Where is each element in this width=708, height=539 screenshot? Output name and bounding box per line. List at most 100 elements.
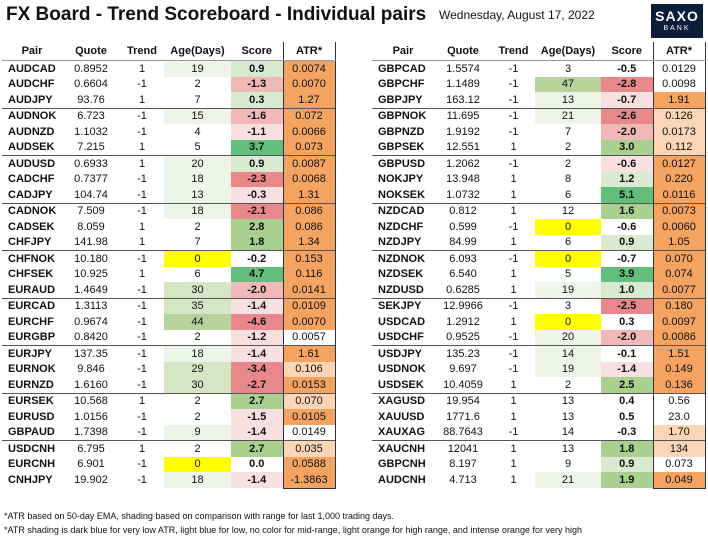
atr-cell: 0.149	[652, 361, 706, 377]
score-cell: 0.9	[601, 234, 653, 251]
score-cell: -2.0	[231, 282, 283, 298]
pair-cell: GBPNZD	[378, 125, 425, 138]
column-header-trend: Trend	[120, 42, 164, 61]
trend-cell: -1	[492, 345, 535, 362]
trend-cell: 1	[492, 392, 535, 409]
atr-cell: 0.0109	[282, 297, 336, 314]
score-cell: 0.9	[231, 60, 283, 77]
atr-cell: 0.126	[652, 107, 706, 124]
pair-cell: GBPCNH	[378, 458, 426, 471]
quote-cell: 141.98	[74, 236, 108, 249]
score-cell: -0.2	[231, 250, 283, 267]
age-cell: 30	[164, 377, 231, 393]
age-cell: 19	[535, 282, 601, 298]
atr-cell: 0.073	[282, 139, 336, 156]
age-cell: 2	[194, 78, 201, 91]
page-title: FX Board - Trend Scoreboard - Individual…	[6, 4, 427, 25]
trend-cell: 1	[510, 268, 517, 281]
pair-cell: EURAUD	[8, 283, 56, 296]
pair-cell: NZDCHF	[378, 220, 424, 233]
quote-cell: 19.902	[74, 474, 108, 486]
pair-cell: USDNOK	[378, 363, 426, 376]
age-cell: 4	[194, 125, 201, 138]
atr-cell: 0.112	[652, 139, 706, 156]
column-header-pair: Pair	[2, 42, 62, 61]
score-cell: -1.2	[231, 329, 283, 346]
table-row: USDNOK 9.697 -1 19 -1.4 0.149	[372, 361, 706, 377]
pair-cell: NOKSEK	[378, 188, 426, 201]
quote-cell: 1.0732	[446, 188, 480, 201]
score-cell: -0.5	[617, 62, 637, 75]
pair-cell: NZDNOK	[372, 250, 434, 267]
age-cell: 13	[535, 440, 601, 457]
pair-cell: AUDCHF	[8, 78, 55, 91]
trend-cell: -1	[137, 474, 147, 486]
pair-cell: NZDJPY	[378, 236, 422, 249]
pair-cell: GBPSEK	[378, 141, 425, 154]
trend-cell: -1	[508, 78, 519, 91]
age-cell: 14	[535, 345, 601, 362]
quote-cell: 93.76	[77, 93, 105, 106]
score-cell: -1.4	[601, 361, 653, 377]
table-row: SEKJPY 12.9966 -1 3 -2.5 0.180	[372, 297, 706, 314]
trend-cell: -1	[137, 458, 147, 471]
score-cell: -1.5	[231, 409, 283, 425]
atr-cell: 1.27	[282, 92, 336, 108]
trend-cell: 1	[138, 236, 146, 249]
column-header-trend: Trend	[492, 42, 535, 61]
quote-cell: 6.795	[62, 440, 120, 457]
trend-cell: -1	[137, 188, 147, 201]
table-row: CADNOK 7.509 -1 18 -2.1 0.086	[2, 202, 336, 219]
trend-cell: -1	[137, 283, 147, 296]
atr-cell: 0.180	[652, 297, 706, 314]
quote-cell: 19.954	[434, 392, 492, 409]
quote-cell: 1.9192	[446, 125, 480, 138]
trend-cell: -1	[508, 363, 519, 376]
column-header-quote: Quote	[434, 42, 492, 61]
age-cell: 13	[561, 410, 575, 423]
pair-cell: AUDJPY	[8, 93, 53, 106]
age-cell: 0	[164, 456, 231, 472]
age-cell: 13	[535, 92, 601, 108]
atr-cell: 1.51	[652, 345, 706, 362]
table-row: XAGUSD 19.954 1 13 0.4 0.56	[372, 392, 706, 409]
column-header-pair: Pair	[372, 42, 434, 61]
table-row: NZDNOK 6.093 -1 0 -0.7 0.070	[372, 250, 706, 267]
table-row: NZDSEK 6.540 1 5 3.9 0.074	[372, 266, 706, 282]
pair-cell: GBPJPY	[378, 93, 423, 106]
age-cell: 9	[564, 458, 572, 471]
table-row: NZDUSD 0.6285 1 19 1.0 0.0077	[372, 282, 706, 298]
logo-line-1: SAXO	[655, 8, 699, 24]
score-cell: -3.4	[231, 361, 283, 377]
atr-cell: 0.0116	[652, 187, 706, 203]
quote-cell: 137.35	[62, 345, 120, 362]
quote-cell: 1771.6	[446, 410, 480, 423]
age-cell: 2	[194, 220, 201, 233]
pair-cell: CADSEK	[8, 220, 55, 233]
age-cell: 0	[164, 250, 231, 267]
age-cell: 6	[564, 236, 572, 249]
quote-cell: 0.812	[434, 202, 492, 219]
quote-cell: 0.9525	[446, 331, 480, 344]
quote-cell: 1.2912	[446, 315, 480, 328]
trend-cell: -1	[137, 426, 147, 439]
pair-cell: EURGBP	[8, 331, 56, 344]
atr-cell: 0.106	[282, 361, 336, 377]
pair-cell: GBPCHF	[378, 78, 425, 91]
score-cell: 1.6	[601, 202, 653, 219]
table-row: USDCHF 0.9525 -1 20 -2.0 0.0086	[372, 329, 706, 346]
age-cell: 8	[564, 173, 572, 186]
age-cell: 30	[164, 282, 231, 298]
score-cell: -2.0	[601, 124, 653, 140]
quote-cell: 135.23	[434, 345, 492, 362]
table-row: EURJPY 137.35 -1 18 -1.4 1.61	[2, 345, 336, 362]
saxo-bank-logo: SAXO BANK	[651, 4, 703, 38]
table-row: XAUXAG 88.7643 -1 14 -0.3 1.70	[372, 424, 706, 441]
pair-cell: XAUUSD	[378, 410, 425, 423]
pair-cell: AUDCNH	[378, 474, 426, 486]
quote-cell: 6.093	[434, 250, 492, 267]
age-cell: 35	[164, 297, 231, 314]
atr-cell: 1.34	[282, 234, 336, 251]
trend-cell: 1	[510, 173, 517, 186]
table-row: AUDCAD 0.8952 1 19 0.9 0.0074	[2, 60, 336, 77]
